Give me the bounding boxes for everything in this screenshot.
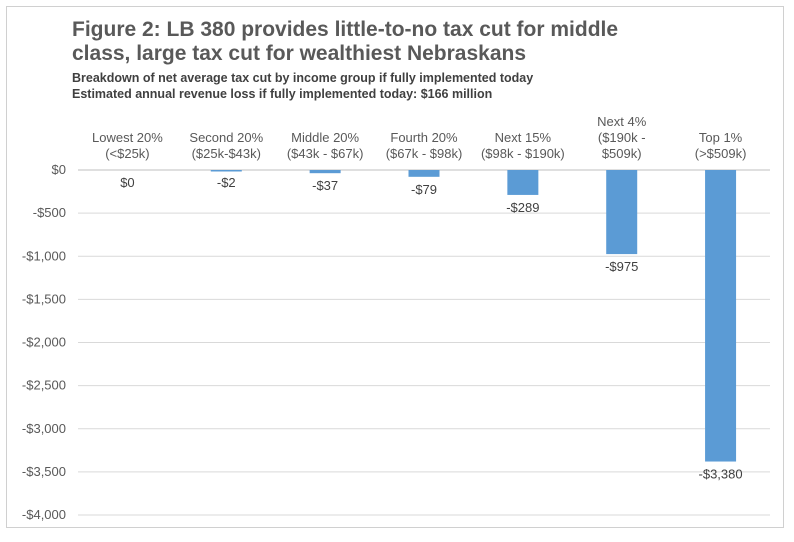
- category-label-line: Top 1%: [699, 130, 743, 145]
- category-labels: Lowest 20%(<$25k) Second 20%($25k-$43k) Mi…: [92, 114, 746, 161]
- y-tick-label: -$2,000: [22, 335, 66, 350]
- chart-subtitle-line-1: Breakdown of net average tax cut by inco…: [72, 71, 534, 85]
- y-axis-ticks: $0 -$500 -$1,000 -$1,500 -$2,000 -$2,500 -$3,0…: [22, 162, 66, 522]
- category-label-line: $509k): [602, 146, 642, 161]
- data-label: -$289: [506, 200, 539, 215]
- y-tick-label: -$3,000: [22, 421, 66, 436]
- bar: [210, 170, 242, 172]
- category-label: Fourth 20%($67k - $98k): [386, 130, 463, 161]
- category-label-line: Lowest 20%: [92, 130, 163, 145]
- chart-title-line-2: class, large tax cut for wealthiest Nebr…: [72, 42, 527, 65]
- data-label: $0: [120, 175, 134, 190]
- bar: [606, 170, 638, 255]
- data-label: -$975: [605, 259, 638, 274]
- category-label-line: ($98k - $190k): [481, 146, 565, 161]
- category-label-line: Second 20%: [189, 130, 263, 145]
- category-label-line: ($25k-$43k): [192, 146, 261, 161]
- category-label: Middle 20%($43k - $67k): [287, 130, 364, 161]
- category-label-line: Middle 20%: [291, 130, 359, 145]
- chart-subtitle-line-2: Estimated annual revenue loss if fully i…: [72, 87, 493, 101]
- category-label-line: ($43k - $67k): [287, 146, 364, 161]
- chart-frame: [6, 6, 784, 528]
- bar: [408, 170, 440, 177]
- category-label: Next 15%($98k - $190k): [481, 130, 565, 161]
- data-label: -$2: [217, 175, 236, 190]
- y-tick-label: -$3,500: [22, 464, 66, 479]
- category-label: Second 20%($25k-$43k): [189, 130, 263, 161]
- y-tick-label: -$2,500: [22, 378, 66, 393]
- category-label-line: ($67k - $98k): [386, 146, 463, 161]
- chart-subtitle: Breakdown of net average tax cut by inco…: [72, 70, 772, 102]
- y-tick-label: -$500: [33, 205, 66, 220]
- category-label: Top 1%(>$509k): [695, 130, 747, 161]
- y-tick-label: -$1,000: [22, 248, 66, 263]
- category-label-line: (<$25k): [105, 146, 149, 161]
- category-label-line: Next 15%: [495, 130, 552, 145]
- bar: [309, 170, 341, 174]
- category-label-line: Next 4%: [597, 114, 647, 129]
- data-label: -$37: [312, 178, 338, 193]
- data-labels: $0 -$2 -$37 -$79 -$289 -$975 -$3,380: [120, 175, 742, 482]
- chart-title-line-1: Figure 2: LB 380 provides little-to-no t…: [72, 18, 619, 41]
- category-label: Lowest 20%(<$25k): [92, 130, 163, 161]
- data-label: -$79: [411, 182, 437, 197]
- bar: [507, 170, 539, 195]
- y-tick-label: -$1,500: [22, 291, 66, 306]
- y-tick-label: -$4,000: [22, 507, 66, 522]
- data-label: -$3,380: [699, 467, 743, 482]
- category-label-line: (>$509k): [695, 146, 747, 161]
- category-label: Next 4%($190k -$509k): [597, 114, 647, 161]
- gridlines: [78, 169, 770, 516]
- bars: [210, 170, 737, 462]
- y-tick-label: $0: [52, 162, 66, 177]
- category-label-line: ($190k -: [598, 130, 646, 145]
- chart-title: Figure 2: LB 380 provides little-to-no t…: [72, 18, 772, 66]
- bar: [705, 170, 737, 462]
- category-label-line: Fourth 20%: [390, 130, 458, 145]
